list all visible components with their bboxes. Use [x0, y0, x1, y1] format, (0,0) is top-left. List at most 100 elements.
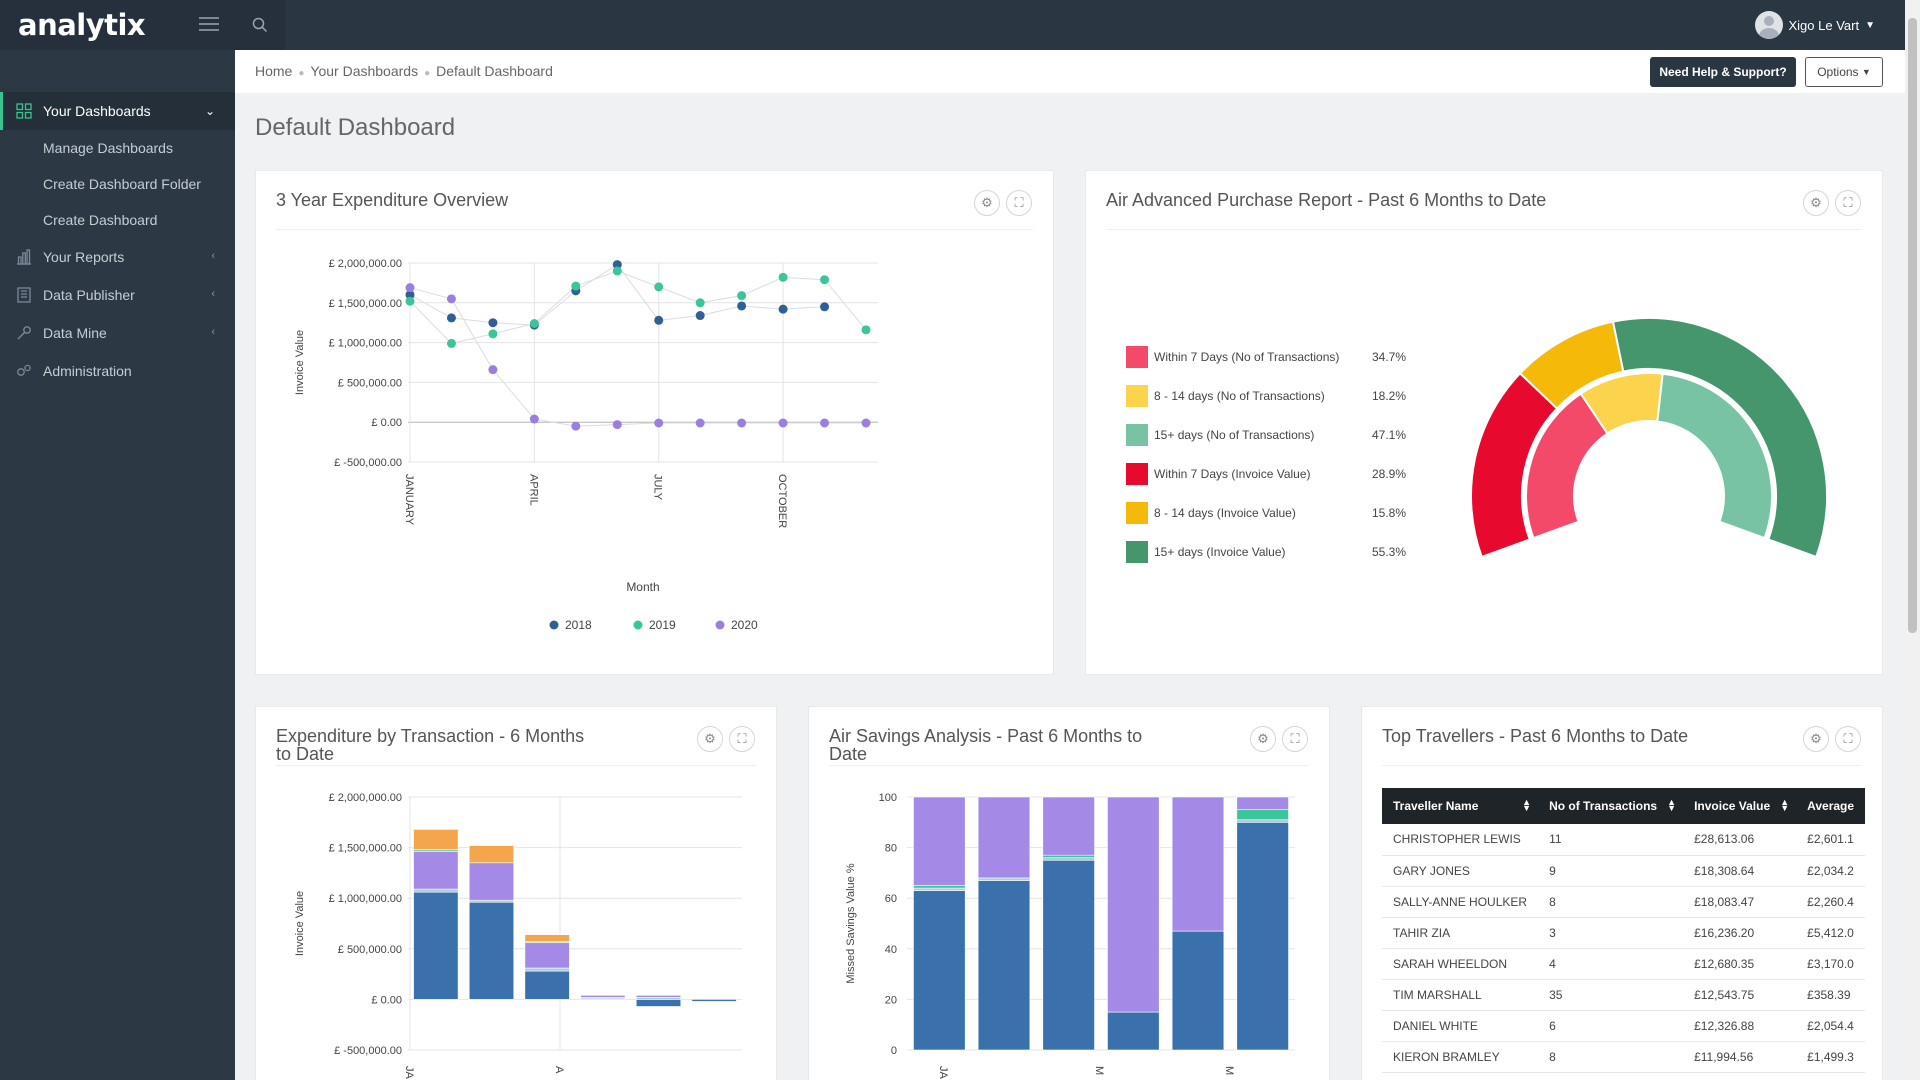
data-point-2019[interactable]: [778, 272, 788, 282]
brand-logo[interactable]: analytix: [18, 8, 146, 42]
bar-segment[interactable]: [913, 890, 966, 1051]
data-point-2020[interactable]: [612, 420, 622, 430]
options-button[interactable]: Options ▼: [1805, 57, 1883, 87]
bar-segment[interactable]: [913, 885, 966, 889]
sidebar-item-your-reports[interactable]: Your Reports ‹: [0, 238, 235, 276]
bar-segment[interactable]: [635, 999, 682, 1007]
bar-segment[interactable]: [691, 999, 737, 1002]
page-scrollbar[interactable]: [1905, 0, 1920, 1080]
sidebar-subitem-create-dashboard[interactable]: Create Dashboard: [43, 212, 158, 228]
legend-item[interactable]: Within 7 Days (No of Transactions) 34.7%: [1126, 346, 1406, 368]
data-point-2019[interactable]: [488, 329, 498, 339]
bar-segment[interactable]: [977, 796, 1031, 879]
breadcrumb-your-dashboards[interactable]: Your Dashboards: [310, 63, 419, 79]
bar-segment[interactable]: [1042, 859, 1095, 1051]
table-row[interactable]: KIERON BRAMLEY 8 £11,994.56 £1,499.3: [1382, 1041, 1866, 1073]
sidebar-subitem-manage-dashboards[interactable]: Manage Dashboards: [43, 140, 173, 156]
table-header-cell[interactable]: Traveller Name ▲ ▼: [1382, 788, 1539, 824]
bar-segment[interactable]: [580, 995, 626, 998]
data-point-2020[interactable]: [737, 418, 747, 428]
bar-segment[interactable]: [468, 845, 515, 864]
bar-segment[interactable]: [524, 934, 570, 943]
bar-segment[interactable]: [524, 970, 570, 1000]
bar-segment[interactable]: [1042, 854, 1095, 859]
table-row[interactable]: DANIEL WHITE 6 £12,326.88 £2,054.4: [1382, 1010, 1866, 1042]
settings-gear-icon[interactable]: ⚙: [974, 190, 1000, 216]
legend-label[interactable]: 2018: [565, 618, 592, 632]
help-support-button[interactable]: Need Help & Support?: [1650, 57, 1796, 87]
sidebar-item-data-publisher[interactable]: Data Publisher ‹: [0, 276, 235, 314]
data-point-2020[interactable]: [529, 414, 539, 424]
sidebar-item-administration[interactable]: Administration: [0, 352, 235, 390]
data-point-2018[interactable]: [446, 313, 456, 323]
settings-gear-icon[interactable]: ⚙: [1803, 726, 1829, 752]
sort-icon[interactable]: ▲ ▼: [1522, 797, 1532, 813]
sidebar-item-your-dashboards[interactable]: Your Dashboards ⌄: [0, 92, 235, 130]
bar-segment[interactable]: [1042, 796, 1095, 856]
data-point-2020[interactable]: [654, 418, 664, 428]
sidebar-subitem-create-folder[interactable]: Create Dashboard Folder: [43, 176, 201, 192]
data-point-2020[interactable]: [778, 418, 788, 428]
bar-segment[interactable]: [413, 849, 459, 852]
table-row[interactable]: GARY JONES 9 £18,308.64 £2,034.2: [1382, 855, 1866, 887]
bar-segment[interactable]: [1236, 819, 1289, 823]
data-point-2020[interactable]: [488, 365, 498, 375]
bar-segment[interactable]: [977, 880, 1031, 1051]
bar-segment[interactable]: [524, 967, 570, 972]
legend-label[interactable]: 2019: [649, 618, 676, 632]
data-point-2020[interactable]: [820, 418, 830, 428]
legend-item[interactable]: 8 - 14 days (Invoice Value) 15.8%: [1126, 502, 1406, 524]
data-point-2020[interactable]: [571, 421, 581, 431]
fullscreen-icon[interactable]: ⛶: [1835, 726, 1861, 752]
fullscreen-icon[interactable]: ⛶: [1835, 190, 1861, 216]
data-point-2019[interactable]: [737, 291, 747, 301]
table-row[interactable]: SARAH WHEELDON 4 £12,680.35 £3,170.0: [1382, 948, 1866, 980]
fullscreen-icon[interactable]: ⛶: [1006, 190, 1032, 216]
data-point-2018[interactable]: [488, 318, 498, 328]
legend-label[interactable]: 2020: [731, 618, 758, 632]
data-point-2019[interactable]: [529, 318, 539, 328]
search-button[interactable]: [235, 0, 285, 50]
data-point-2019[interactable]: [861, 325, 871, 335]
data-point-2018[interactable]: [695, 311, 705, 321]
bar-segment[interactable]: [413, 891, 459, 1000]
table-row[interactable]: CHRISTOPHER LEWIS 11 £28,613.06 £2,601.1: [1382, 824, 1866, 856]
scrollbar-thumb[interactable]: [1908, 18, 1917, 633]
legend-item[interactable]: Within 7 Days (Invoice Value) 28.9%: [1126, 463, 1406, 485]
bar-segment[interactable]: [1107, 796, 1160, 1013]
table-row[interactable]: SALLY-ANNE HOULKER 8 £18,083.47 £2,260.4: [1382, 886, 1866, 918]
data-point-2018[interactable]: [820, 302, 830, 312]
bar-segment[interactable]: [1171, 930, 1225, 1051]
bar-segment[interactable]: [1236, 809, 1289, 821]
legend-item[interactable]: 8 - 14 days (No of Transactions) 18.2%: [1126, 385, 1406, 407]
table-row[interactable]: TAHIR ZIA 3 £16,236.20 £5,412.0: [1382, 917, 1866, 949]
sort-icon[interactable]: ▲ ▼: [1667, 797, 1677, 813]
settings-gear-icon[interactable]: ⚙: [1250, 726, 1276, 752]
inner-ring-slice-2[interactable]: [1656, 372, 1773, 540]
table-row[interactable]: TIM MARSHALL 35 £12,543.75 £358.39: [1382, 979, 1866, 1011]
legend-item[interactable]: 15+ days (No of Transactions) 47.1%: [1126, 424, 1406, 446]
user-menu[interactable]: Xigo Le Vart ▼: [1754, 11, 1875, 39]
bar-segment[interactable]: [468, 901, 515, 1000]
settings-gear-icon[interactable]: ⚙: [697, 726, 723, 752]
data-point-2019[interactable]: [446, 338, 456, 348]
fullscreen-icon[interactable]: ⛶: [729, 726, 755, 752]
data-point-2018[interactable]: [405, 290, 415, 300]
fullscreen-icon[interactable]: ⛶: [1282, 726, 1308, 752]
table-header-cell[interactable]: No of Transactions ▲ ▼: [1538, 788, 1684, 824]
data-point-2020[interactable]: [695, 418, 705, 428]
menu-toggle-icon[interactable]: [199, 17, 219, 31]
bar-segment[interactable]: [1107, 1011, 1160, 1051]
bar-segment[interactable]: [524, 942, 570, 969]
bar-segment[interactable]: [413, 888, 459, 893]
data-point-2020[interactable]: [405, 283, 415, 293]
data-point-2019[interactable]: [405, 296, 415, 306]
bar-segment[interactable]: [635, 997, 682, 1000]
bar-segment[interactable]: [977, 877, 1031, 881]
bar-segment[interactable]: [1171, 796, 1225, 932]
outer-ring-slice-2[interactable]: [1611, 317, 1828, 559]
bar-segment[interactable]: [913, 887, 966, 891]
legend-item[interactable]: 15+ days (Invoice Value) 55.3%: [1126, 541, 1406, 563]
data-point-2018[interactable]: [612, 260, 622, 270]
bar-segment[interactable]: [468, 899, 515, 903]
